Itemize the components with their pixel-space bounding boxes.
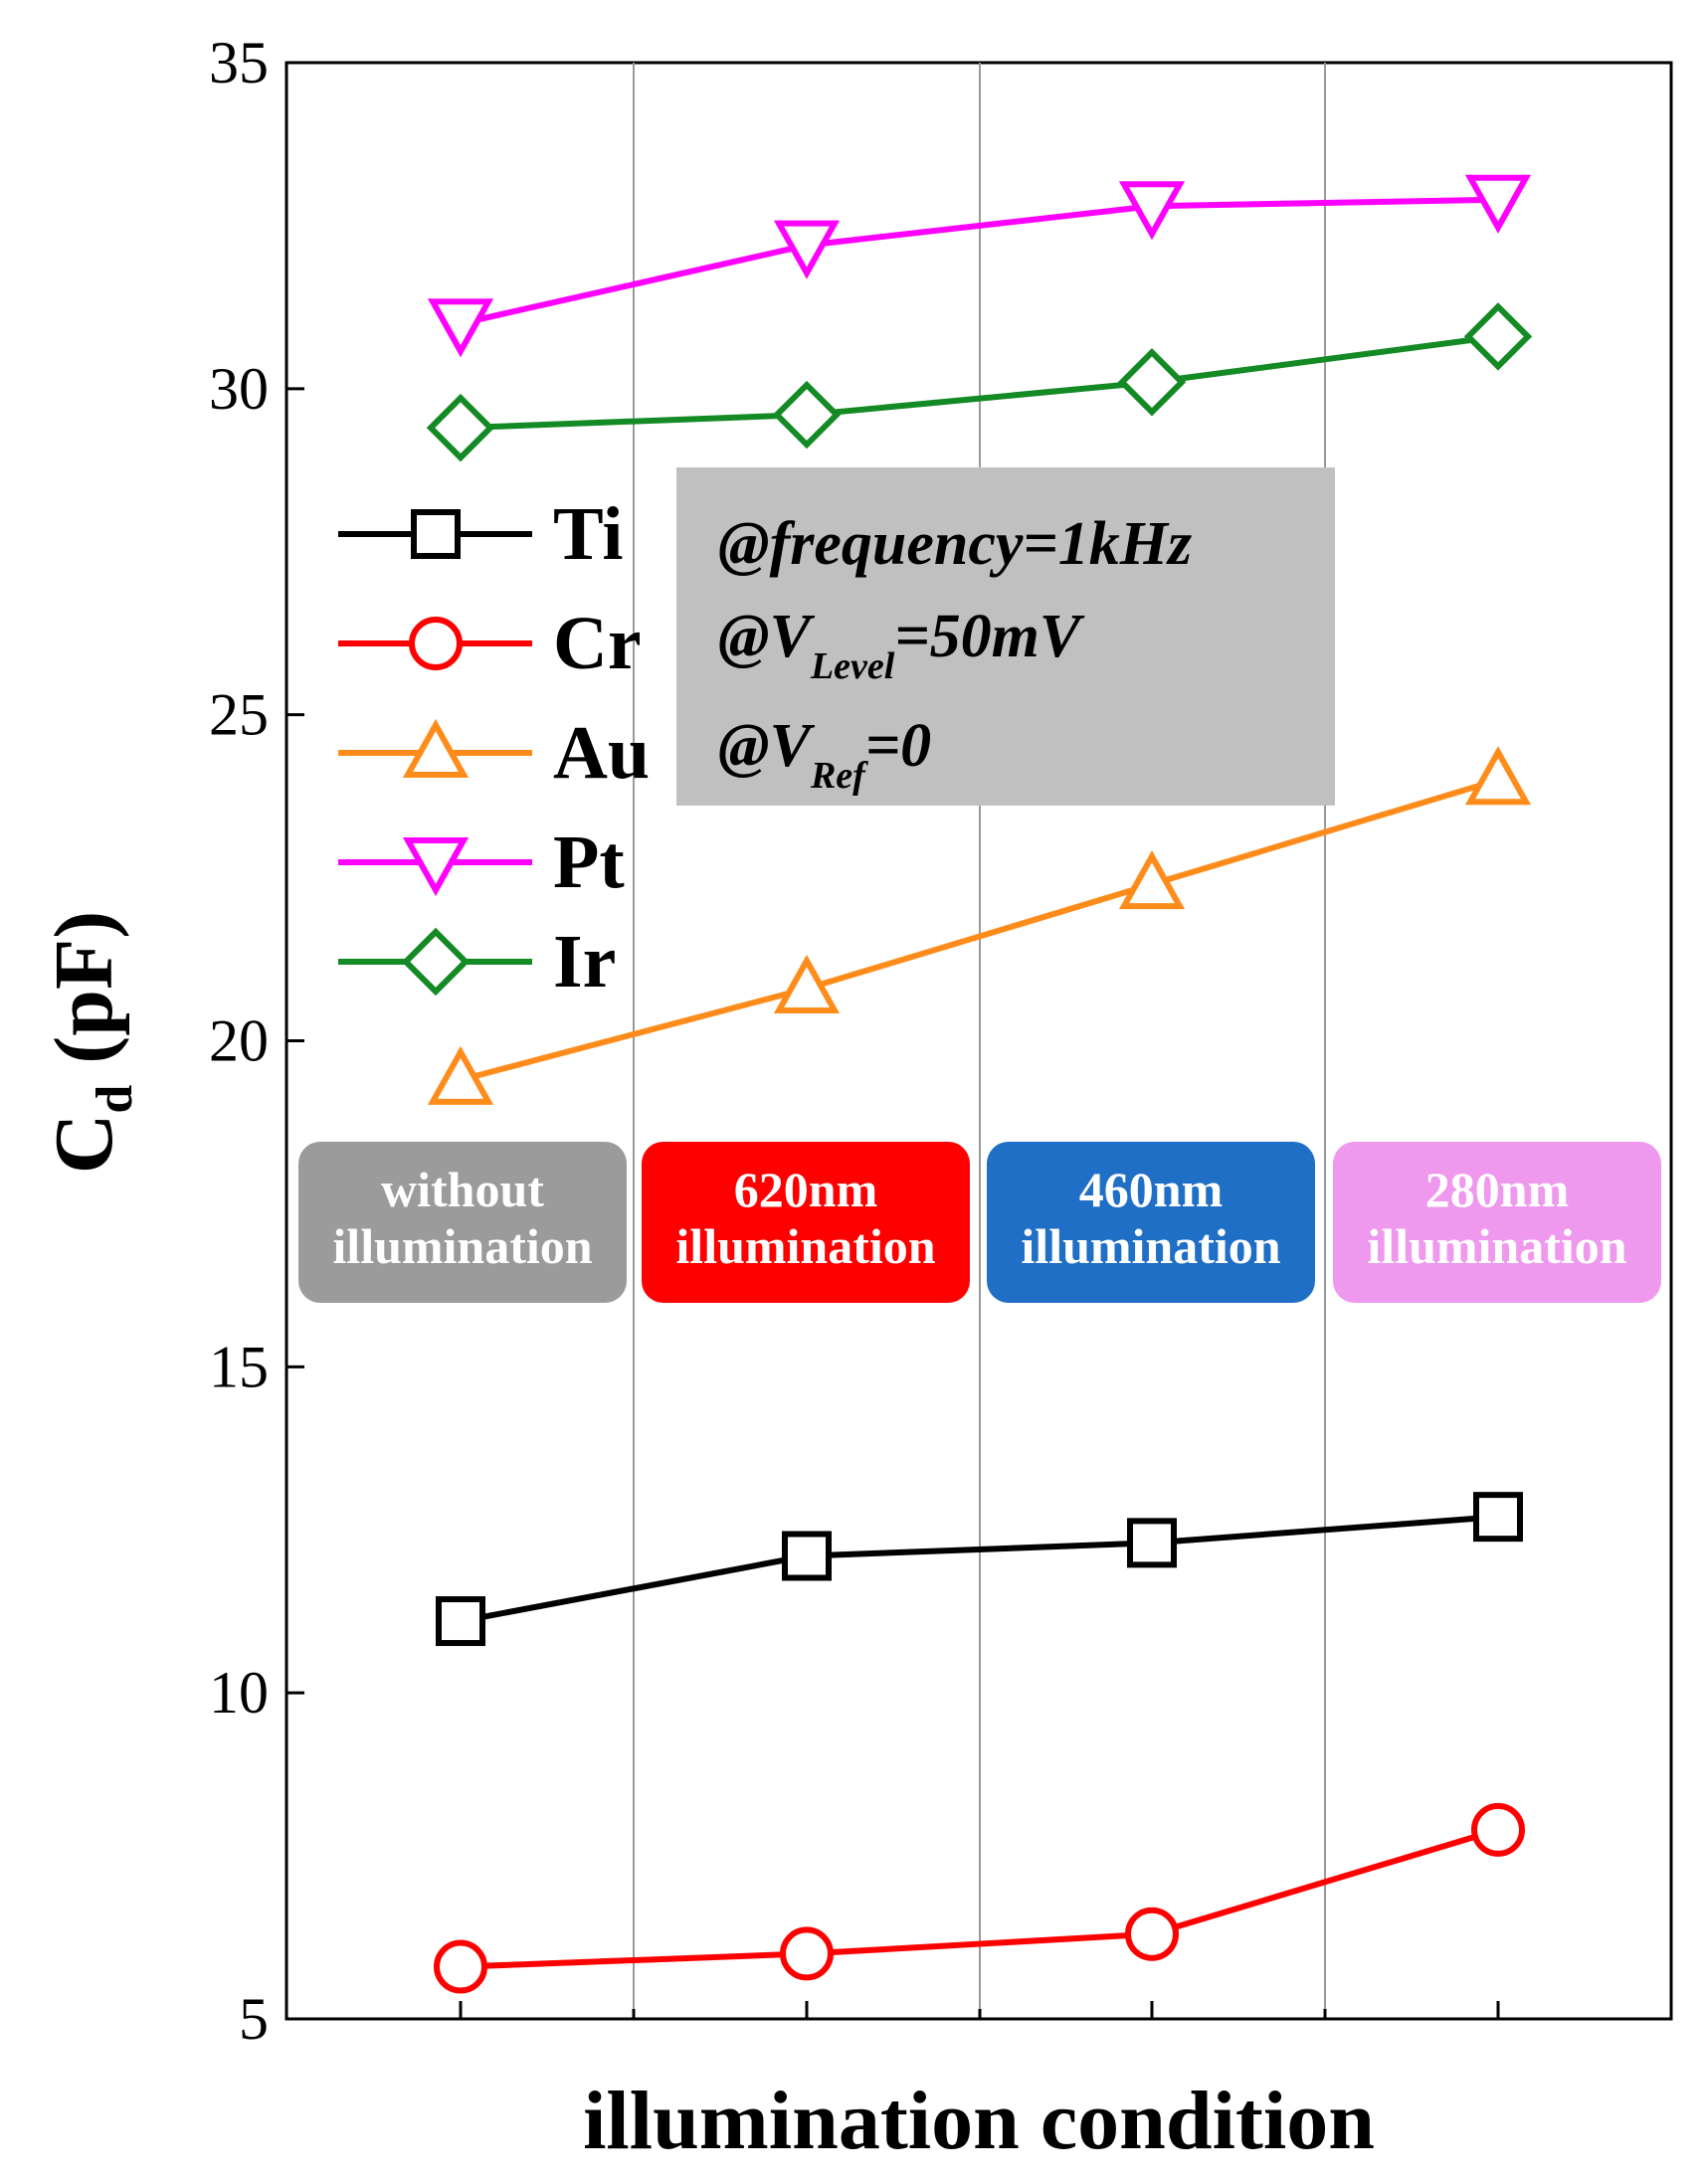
legend-item: Au	[338, 711, 650, 795]
category-separators	[633, 63, 1326, 2019]
data-point	[1471, 1802, 1525, 1857]
legend: Ti Cr Au Pt Ir	[338, 492, 650, 1003]
legend-label: Ir	[553, 920, 616, 1003]
condition-badge-line1: 280nm	[1425, 1162, 1569, 1217]
condition-badge-bg	[642, 1142, 970, 1303]
data-point	[436, 1596, 485, 1647]
legend-item: Cr	[338, 602, 642, 685]
condition-badge-bg	[1333, 1142, 1661, 1303]
data-point	[782, 1531, 832, 1581]
series-ir	[426, 302, 1533, 462]
series-line	[460, 196, 1499, 327]
data-point	[1464, 746, 1532, 806]
data-point	[411, 509, 461, 559]
series-cr	[434, 1802, 1525, 1994]
series-line	[460, 1514, 1499, 1624]
legend-label: Pt	[553, 820, 625, 904]
y-tick-label: 35	[209, 30, 269, 95]
series-line	[460, 777, 1499, 1083]
y-tick-label: 15	[209, 1334, 269, 1399]
annotation-vlevel: @VLevel=50mV	[718, 603, 1085, 687]
y-axis-title: Cd (pF)	[38, 911, 143, 1175]
condition-badge-line2: illumination	[332, 1218, 592, 1274]
series-layer	[426, 174, 1533, 1994]
data-point	[1117, 348, 1187, 417]
data-point	[773, 954, 841, 1014]
legend-item: Pt	[338, 820, 625, 904]
series-line	[460, 333, 1499, 432]
condition-badge-line2: illumination	[1367, 1218, 1626, 1274]
data-point	[401, 927, 471, 997]
annotation-frequency: @frequency=1kHz	[718, 510, 1192, 578]
data-point	[1463, 302, 1533, 371]
data-point	[1127, 1518, 1177, 1568]
data-point	[1464, 174, 1532, 234]
data-point	[773, 220, 841, 279]
annotation-box	[676, 467, 1335, 806]
condition-badge-line2: illumination	[675, 1218, 935, 1274]
data-point	[427, 1045, 494, 1105]
data-point	[1118, 181, 1186, 241]
data-point	[427, 298, 494, 358]
data-point	[1118, 850, 1186, 910]
data-point	[780, 1926, 834, 1981]
data-point	[426, 393, 495, 462]
y-tick-label: 30	[209, 356, 269, 422]
series-ti	[436, 1492, 1523, 1647]
data-point	[1473, 1492, 1523, 1543]
legend-item: Ti	[338, 492, 623, 576]
legend-label: Au	[553, 711, 650, 795]
data-point	[402, 718, 470, 778]
condition-badge-line1: without	[381, 1162, 544, 1217]
y-tick-label: 5	[239, 1986, 269, 2052]
legend-item: Ir	[338, 920, 616, 1003]
data-point	[402, 837, 470, 897]
measurement-annotation: @frequency=1kHz @VLevel=50mV @VRef=0	[676, 467, 1335, 806]
legend-label: Cr	[553, 602, 642, 685]
y-axis: 5 10 15 20 25 30 35	[209, 30, 304, 2052]
data-point	[434, 1939, 487, 1994]
condition-badge-line2: illumination	[1021, 1218, 1280, 1274]
annotation-vref: @VRef=0	[718, 712, 931, 797]
data-point	[409, 617, 463, 670]
y-tick-label: 25	[209, 682, 269, 748]
condition-badge-bg	[987, 1142, 1315, 1303]
series-pt	[427, 174, 1532, 358]
condition-badge-line1: 460nm	[1079, 1162, 1223, 1217]
condition-badges: withoutillumination620nmillumination460n…	[298, 1142, 1661, 1303]
data-point	[1125, 1907, 1179, 1961]
legend-label: Ti	[553, 492, 623, 576]
condition-badge-bg	[298, 1142, 627, 1303]
series-au	[427, 746, 1532, 1105]
series-line	[460, 1826, 1499, 1970]
data-point	[772, 380, 842, 450]
x-axis	[459, 2001, 1500, 2019]
condition-badge-line1: 620nm	[734, 1162, 877, 1217]
y-tick-label: 20	[209, 1008, 269, 1074]
y-tick-label: 10	[209, 1660, 269, 1726]
x-axis-title: illumination condition	[583, 2075, 1375, 2167]
